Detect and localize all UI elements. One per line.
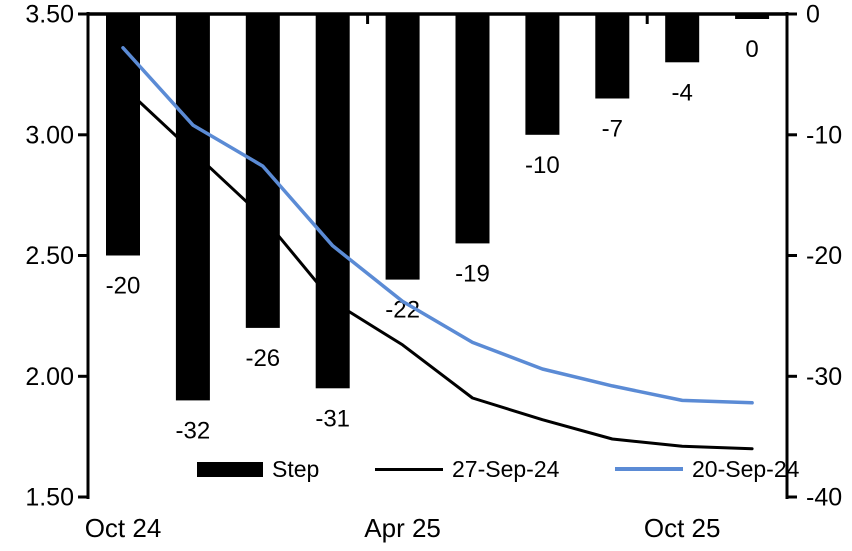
x-axis-label-oct-24: Oct 24 bbox=[85, 513, 162, 543]
left-axis-tick-label: 1.50 bbox=[25, 484, 74, 512]
step-bar-2 bbox=[245, 14, 280, 328]
bar-value-label-9: 0 bbox=[745, 36, 758, 63]
right-axis-tick-label: -10 bbox=[806, 121, 842, 149]
left-axis-tick-label: 2.00 bbox=[25, 363, 74, 391]
step-bar-6 bbox=[525, 14, 560, 135]
blue-line-swatch bbox=[615, 467, 683, 471]
black-line-swatch bbox=[375, 467, 443, 471]
bar-value-label-3: -31 bbox=[315, 405, 350, 432]
legend: Step 27-Sep-24 20-Sep-24 bbox=[0, 453, 852, 485]
bar-value-label-8: -4 bbox=[672, 79, 693, 106]
step-bar-1 bbox=[175, 14, 210, 401]
step-bar-8 bbox=[665, 14, 700, 63]
left-axis-tick-label: 2.50 bbox=[25, 242, 74, 270]
left-axis-tick-label: 3.50 bbox=[25, 1, 74, 29]
step-bar-3 bbox=[315, 14, 350, 389]
step-bar-4 bbox=[385, 14, 420, 280]
line-27-sep-24 bbox=[121, 84, 754, 451]
legend-label-27-sep-24: 27-Sep-24 bbox=[452, 455, 560, 482]
bar-value-label-2: -26 bbox=[245, 345, 280, 372]
bar-value-label-6: -10 bbox=[525, 152, 560, 179]
legend-label-step: Step bbox=[272, 455, 320, 482]
right-axis-tick-label: -20 bbox=[806, 242, 842, 270]
legend-item-20-sep-24: 20-Sep-24 bbox=[615, 453, 799, 485]
x-axis-label-apr-25: Apr 25 bbox=[364, 513, 441, 543]
legend-item-step: Step bbox=[197, 453, 319, 485]
step-bar-swatch bbox=[197, 461, 263, 477]
step-bar-7 bbox=[595, 14, 630, 99]
right-axis-tick-label: -30 bbox=[806, 363, 842, 391]
right-axis-tick-label: 0 bbox=[806, 1, 820, 29]
bar-value-label-1: -32 bbox=[176, 417, 211, 444]
bar-value-label-5: -19 bbox=[455, 260, 490, 287]
x-axis-label-oct-25: Oct 25 bbox=[644, 513, 721, 543]
step-bar-5 bbox=[455, 14, 490, 244]
step-bar-9 bbox=[735, 14, 770, 19]
left-axis-tick-label: 3.00 bbox=[25, 121, 74, 149]
legend-item-27-sep-24: 27-Sep-24 bbox=[375, 453, 559, 485]
bar-value-label-0: -20 bbox=[106, 273, 141, 300]
legend-label-20-sep-24: 20-Sep-24 bbox=[692, 455, 800, 482]
step-bar-0 bbox=[106, 14, 140, 256]
line-20-sep-24 bbox=[121, 46, 754, 405]
right-axis-tick-label: -40 bbox=[806, 484, 842, 512]
bar-value-label-7: -7 bbox=[602, 116, 623, 143]
